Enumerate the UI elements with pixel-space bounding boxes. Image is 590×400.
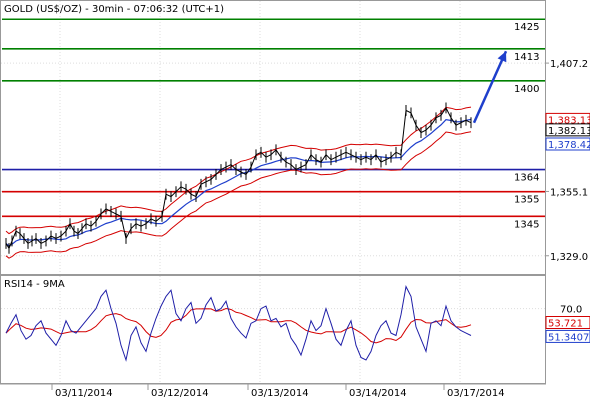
price-badge-1: 1,382.13 — [545, 123, 590, 137]
price-badges: 1,383.131,382.13 1,378.42 53.721 51.3407 — [545, 112, 590, 343]
level-label-1: 1413 — [514, 52, 539, 63]
level-label-0: 1425 — [514, 22, 539, 33]
rsi-chart-title: RSI14 - 9MA — [4, 279, 65, 290]
price-badge-1-box — [545, 123, 590, 137]
price-tick-label-1: 1,355.1 — [550, 187, 588, 198]
axis-tick-labels: 1,407.2 1,355.1 1,329.0 70.0 03/11/2014 03/12… — [51, 59, 588, 399]
forecast-arrow-head — [497, 51, 507, 63]
forecast-arrow-shaft — [472, 50, 508, 124]
price-badge-2-box — [545, 137, 590, 151]
rsi-badge-1: 51.3407 — [545, 329, 590, 343]
rsi-badge-1-box — [545, 329, 590, 343]
rsi-badge-0-box — [545, 316, 590, 330]
price-line — [5, 106, 472, 250]
price-tick-label-2: 1,329.0 — [550, 252, 588, 263]
rsi-series-layer — [5, 285, 472, 362]
date-label-1: 03/12/2014 — [151, 388, 209, 399]
date-label-0: 03/11/2014 — [55, 388, 113, 399]
price-tick-label-0: 1,407.2 — [550, 59, 588, 70]
level-label-3: 1364 — [514, 173, 539, 184]
level-label-5: 1345 — [514, 219, 539, 230]
rsi-tick-label-0: 70.0 — [560, 305, 582, 316]
price-series-layer — [5, 50, 508, 259]
rsi-badge-0-text: 53.721 — [548, 319, 583, 330]
date-label-2: 03/13/2014 — [251, 388, 309, 399]
rsi-line — [5, 285, 472, 362]
level-label-2: 1400 — [514, 84, 539, 95]
lower-band-line — [5, 131, 472, 259]
rsi-badge-1-text: 51.3407 — [548, 332, 589, 343]
price-badge-1-text: 1,382.13 — [548, 126, 590, 137]
rsi-badge-0: 53.721 — [545, 316, 590, 330]
price-badge-2-text: 1,378.42 — [548, 140, 590, 151]
level-label-4: 1355 — [514, 195, 539, 206]
price-badge-0-text: 1,383.13 — [548, 115, 590, 126]
rsi-grid — [1, 276, 545, 383]
support-resistance-levels: 1425 1413 1400 1364 1355 1345 — [2, 18, 545, 230]
date-label-3: 03/14/2014 — [349, 388, 407, 399]
rsi-pane-frame — [0, 275, 546, 384]
price-chart-title: GOLD (US$/OZ) - 30min - 07:06:32 (UTC+1) — [4, 4, 224, 15]
price-badge-2: 1,378.42 — [545, 137, 590, 151]
date-label-4: 03/17/2014 — [447, 388, 505, 399]
rsi-ma-line — [5, 307, 472, 344]
